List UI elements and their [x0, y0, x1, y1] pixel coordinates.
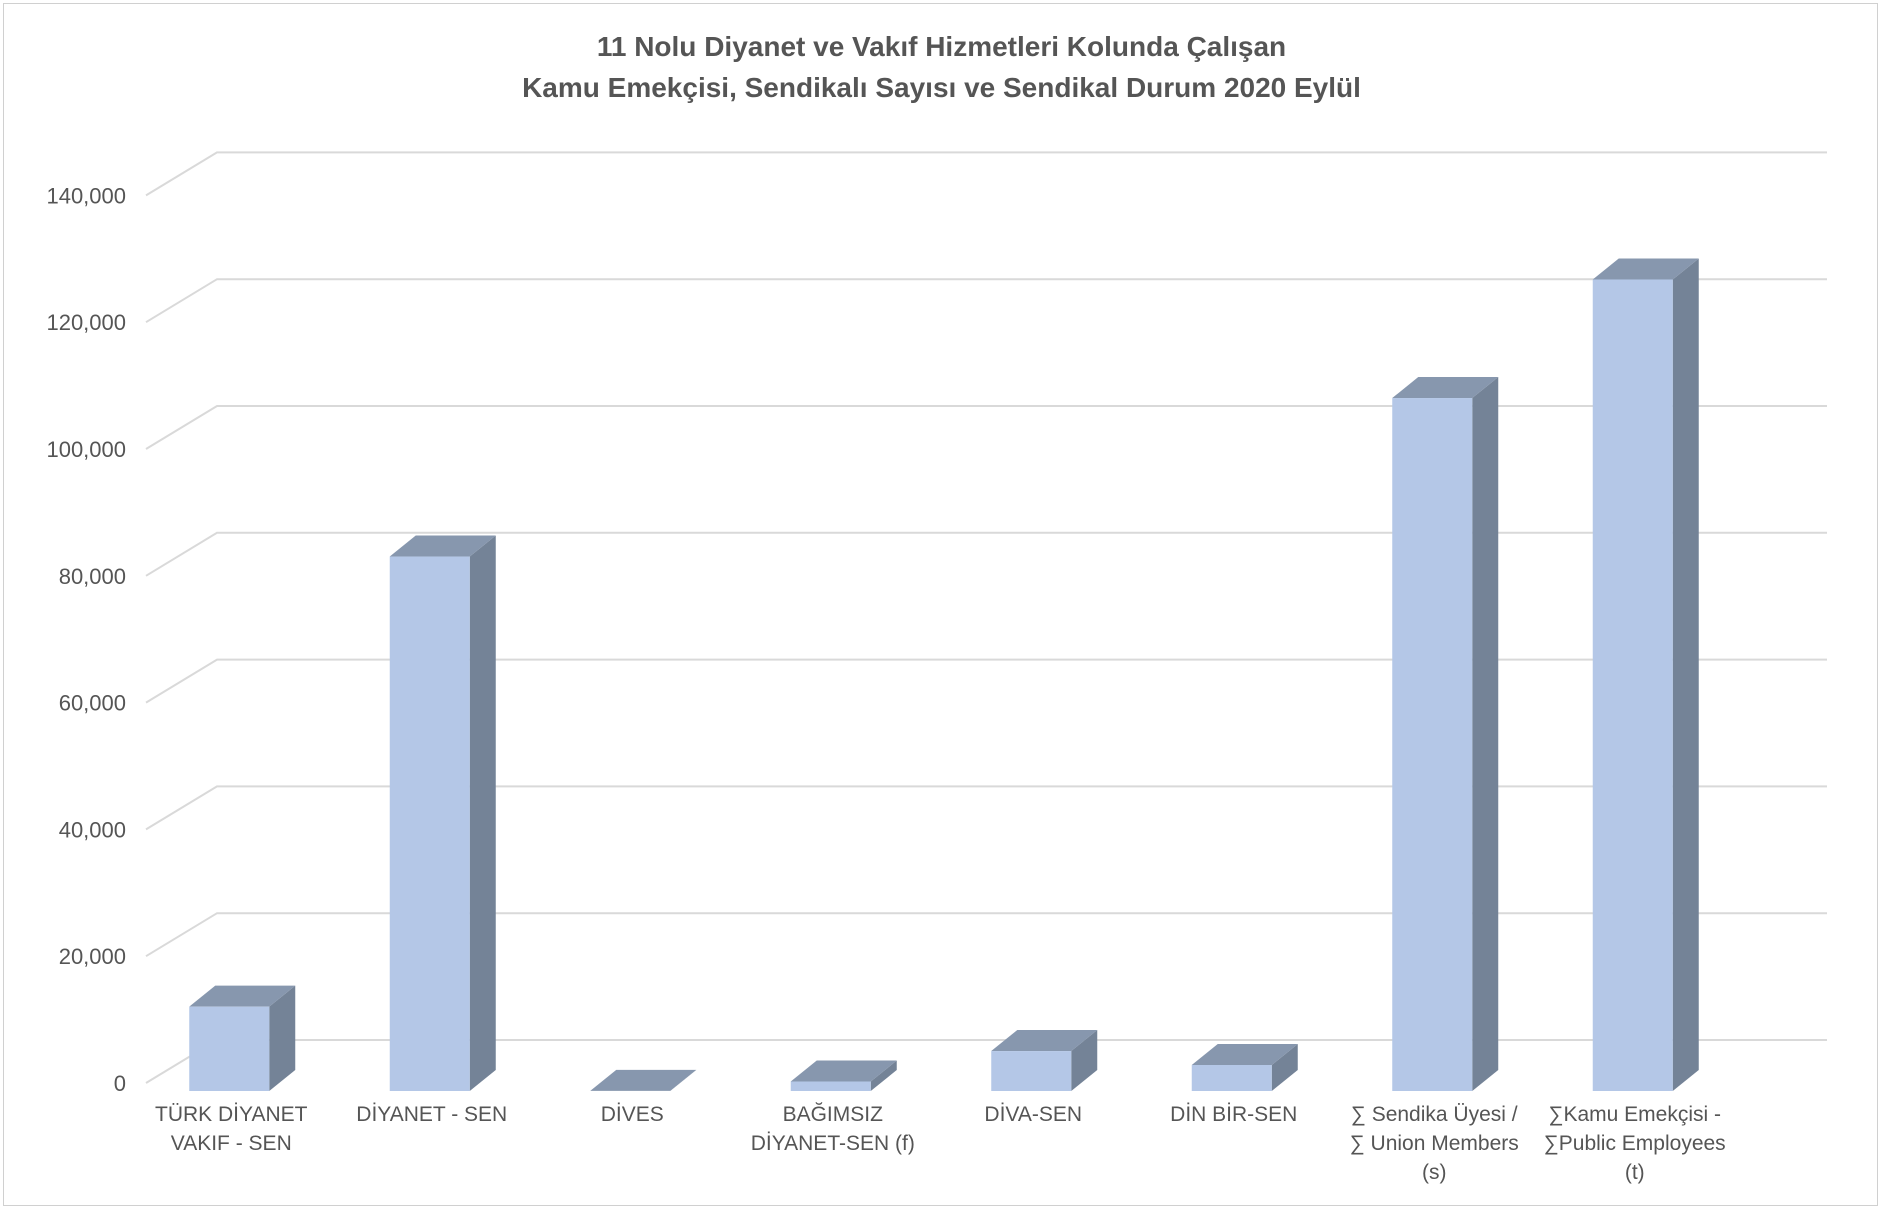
gridlines — [145, 151, 1827, 1084]
x-tick-label: TÜRK DİYANET VAKIF - SEN — [155, 1103, 308, 1155]
gridline — [145, 405, 1827, 450]
bar-top-face — [991, 1030, 1098, 1052]
bar — [1191, 1044, 1298, 1091]
bar-front-face — [389, 556, 470, 1091]
bar-top-face — [790, 1060, 897, 1082]
bar-top-face — [1191, 1044, 1298, 1066]
x-tick-label: DİVA-SEN — [984, 1103, 1082, 1126]
y-tick-label: 60,000 — [59, 691, 126, 716]
bar-top-face — [189, 985, 296, 1007]
bar-side-face — [1071, 1030, 1098, 1091]
x-tick-label: ∑Kamu Emekçisi -∑Public Employees (t) — [1544, 1103, 1726, 1184]
bar — [1392, 377, 1499, 1092]
bar-side-face — [1472, 377, 1499, 1092]
y-tick-label: 0 — [114, 1071, 126, 1096]
bar — [389, 535, 496, 1091]
gridline — [145, 912, 1827, 958]
x-axis-ticks: TÜRK DİYANET VAKIF - SEN DİYANET - SEN DİVE… — [155, 1103, 1726, 1184]
gridline — [145, 531, 1827, 577]
bars — [189, 258, 1699, 1092]
y-tick-label: 20,000 — [59, 944, 126, 969]
bar-top-face — [590, 1069, 697, 1091]
x-tick-label: DİYANET - SEN — [356, 1103, 507, 1126]
bar — [790, 1060, 897, 1091]
y-tick-label: 140,000 — [46, 183, 126, 208]
bar-front-face — [790, 1081, 871, 1091]
bar-side-face — [1672, 258, 1699, 1092]
y-tick-label: 100,000 — [46, 437, 126, 462]
chart-frame — [3, 3, 1878, 1206]
bar-side-face — [269, 985, 296, 1091]
bar-front-face — [189, 1006, 270, 1091]
bar — [590, 1069, 697, 1091]
chart-title-line-2: Kamu Emekçisi, Sendikalı Sayısı ve Sendi… — [522, 72, 1361, 103]
bar-side-face — [1271, 1044, 1298, 1091]
bar-side-face — [870, 1060, 897, 1091]
y-axis-ticks: 0 20,000 40,000 60,000 80,000 100,000 120,000 1… — [46, 183, 126, 1096]
chart-title: 11 Nolu Diyanet ve Vakıf Hizmetleri Kolu… — [0, 26, 1883, 108]
gridline — [145, 151, 1827, 197]
bar — [991, 1030, 1098, 1091]
bar-side-face — [469, 535, 496, 1091]
x-tick-label: DİVES — [601, 1103, 664, 1126]
y-tick-label: 40,000 — [59, 817, 126, 842]
bar-front-face — [1191, 1065, 1272, 1091]
bar — [189, 985, 296, 1091]
bar — [1592, 258, 1699, 1092]
x-tick-label: DİN BİR-SEN — [1170, 1103, 1297, 1126]
gridline — [145, 278, 1827, 324]
y-tick-label: 80,000 — [59, 564, 126, 589]
bar-front-face — [1592, 279, 1673, 1092]
gridline — [145, 785, 1827, 831]
bar-top-face — [389, 535, 496, 557]
bar-top-face — [1392, 377, 1499, 399]
bar-side-face — [670, 1069, 697, 1091]
x-tick-label: ∑ Sendika Üyesi / ∑ Union Members (s) — [1350, 1103, 1519, 1184]
bar-top-face — [1592, 258, 1699, 280]
gridline — [145, 658, 1827, 704]
bar-front-face — [1392, 398, 1473, 1092]
bar-front-face — [991, 1051, 1072, 1091]
x-tick-label: BAĞIMSIZ DİYANET-SEN (f) — [751, 1103, 915, 1155]
y-tick-label: 120,000 — [46, 310, 126, 335]
chart-title-line-1: 11 Nolu Diyanet ve Vakıf Hizmetleri Kolu… — [596, 31, 1287, 62]
